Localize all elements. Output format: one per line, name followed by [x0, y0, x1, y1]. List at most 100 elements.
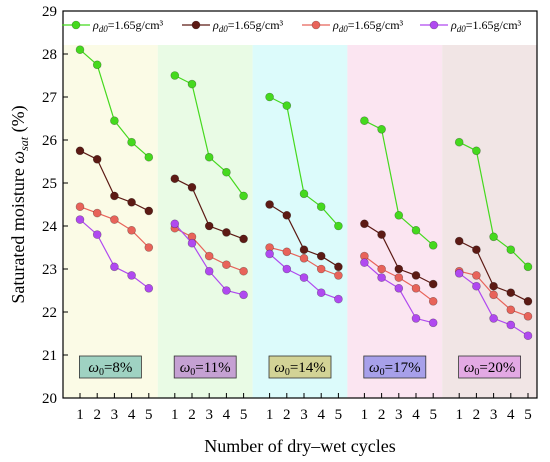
data-point: [222, 167, 231, 177]
data-point: [110, 191, 119, 201]
y-tick-label: 29: [42, 4, 57, 20]
data-point: [92, 155, 102, 164]
data-point: [144, 152, 154, 162]
legend-entry-text: =1.65g/cm³: [466, 18, 522, 32]
legend-entry-text: =1.65g/cm³: [108, 18, 164, 32]
legend-entry-text: =1.65g/cm³: [228, 18, 284, 32]
x-tick-label: 2: [283, 407, 291, 423]
x-tick-label: 2: [378, 407, 386, 423]
data-point: [316, 264, 326, 274]
data-point: [377, 264, 386, 274]
data-point: [472, 245, 481, 254]
data-point: [428, 318, 438, 328]
panel-label-value: =14%: [290, 360, 326, 376]
data-point: [187, 183, 197, 192]
data-point: [222, 286, 231, 295]
x-tick-label: 4: [507, 407, 515, 423]
data-point: [239, 234, 248, 244]
panel-label-value: =20%: [479, 360, 515, 376]
y-tick-label: 20: [42, 391, 57, 407]
data-point: [239, 290, 248, 300]
data-point: [411, 314, 421, 323]
data-point: [506, 288, 516, 298]
data-point: [394, 283, 404, 293]
panel-label-sub: 0: [285, 367, 290, 378]
x-tick-label: 2: [473, 407, 481, 423]
data-point: [204, 251, 214, 261]
panel-label-box: [173, 355, 237, 379]
data-point: [334, 262, 343, 272]
data-point: [428, 241, 438, 250]
data-point: [334, 294, 343, 304]
data-point: [75, 202, 85, 211]
x-tick-label: 1: [361, 407, 369, 423]
data-point: [127, 271, 136, 280]
data-point: [239, 266, 248, 276]
panel-label: ω0=8%: [88, 360, 132, 378]
panel-background: [442, 45, 537, 398]
y-tick-label: 22: [42, 305, 57, 321]
y-tick-label: 24: [42, 219, 58, 235]
panel-label-sub: 0: [474, 367, 479, 378]
data-point: [110, 262, 119, 272]
panel-backgrounds: [63, 45, 537, 398]
data-point: [127, 226, 136, 235]
x-tick-label: 3: [300, 407, 308, 423]
axes: 1 2 3 4 5 1 2 3 4 5 1 2 3 4 5 1 2 3 4 5 1 2 3 4 5202122232425262…: [42, 4, 532, 423]
plot-frame: [62, 10, 538, 399]
data-point: [75, 215, 85, 224]
panel-label-box: [363, 355, 427, 379]
x-tick-label: 1: [455, 407, 463, 423]
x-tick-label: 5: [524, 407, 532, 423]
data-point: [92, 60, 102, 70]
data-point: [489, 281, 498, 291]
panel-label: ω0=17%: [369, 360, 421, 378]
panel-label-symbol: ω: [180, 360, 191, 376]
panel-label: ω0=14%: [274, 360, 326, 378]
x-tick-label: 3: [395, 407, 403, 423]
data-point: [144, 283, 154, 293]
panel-label-symbol: ω: [464, 360, 475, 376]
panel-label: ω0=20%: [464, 360, 516, 378]
data-point: [92, 230, 102, 239]
data-point: [316, 288, 326, 298]
data-point: [316, 202, 326, 211]
panel-label: ω0=11%: [180, 360, 231, 378]
data-point: [428, 279, 438, 289]
data-point: [377, 125, 386, 134]
x-tick-label: 2: [188, 407, 196, 423]
data-point: [265, 200, 274, 209]
data-point: [394, 273, 404, 282]
data-point: [299, 245, 309, 254]
data-point: [506, 245, 516, 254]
data-point: [472, 146, 481, 156]
data-point: [92, 208, 102, 218]
data-point: [187, 79, 197, 89]
legend-entry-symbol: ρ: [92, 18, 99, 32]
data-point: [170, 174, 180, 183]
x-tick-label: 5: [429, 407, 437, 423]
data-point: [523, 331, 533, 341]
data-point: [299, 189, 309, 199]
y-tick-label: 28: [42, 47, 57, 63]
data-point: [265, 249, 274, 259]
data-point: [394, 264, 404, 274]
x-tick-label: 4: [412, 407, 420, 423]
data-point: [316, 251, 326, 261]
legend-entry-label: ρd0=1.65g/cm³: [92, 18, 164, 34]
x-axis-title: Number of dry–wet cycles: [204, 436, 395, 456]
legend-entry-sub: d0: [219, 24, 229, 34]
y-axis-title: Saturated moisture ωsat (%): [8, 105, 31, 303]
data-point: [127, 137, 136, 147]
y-tick-label: 23: [42, 262, 57, 278]
panel-label-symbol: ω: [88, 360, 99, 376]
data-point: [204, 221, 214, 231]
data-point: [360, 258, 369, 267]
data-point: [239, 191, 248, 201]
panel-labels: ω0=8% ω0=11% ω0=14% ω0=17% ω0=20%: [79, 355, 522, 379]
panel-label-value: =11%: [195, 360, 230, 376]
series-layer: [75, 45, 533, 341]
data-point: [299, 273, 309, 282]
x-tick-label: 1: [266, 407, 274, 423]
